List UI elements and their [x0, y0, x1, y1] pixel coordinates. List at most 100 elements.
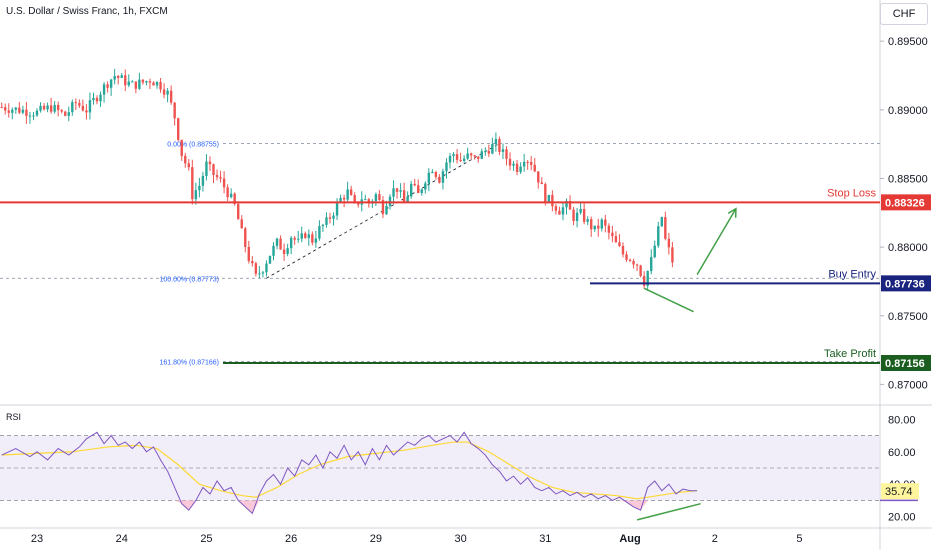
candle-body: [438, 176, 441, 183]
candle-body: [664, 217, 667, 239]
candle-body: [402, 190, 406, 203]
candle-body: [219, 177, 222, 179]
candle-body: [258, 273, 261, 275]
trade-level-value: 0.87156: [885, 358, 925, 370]
candle-body: [568, 200, 572, 210]
candle-body: [56, 104, 60, 111]
candle-body: [420, 189, 423, 193]
candle-body: [614, 236, 618, 243]
candle-body: [39, 105, 42, 111]
candle-body: [374, 194, 378, 202]
candle-body: [477, 156, 480, 159]
candle-body: [240, 219, 243, 229]
candle-body: [53, 104, 56, 112]
time-axis-label: 5: [796, 533, 802, 545]
candle-body: [657, 226, 660, 246]
candle-body: [184, 155, 187, 164]
candle-body: [113, 75, 116, 80]
candle-body: [328, 217, 332, 219]
candle-body: [635, 264, 639, 266]
candle-body: [575, 212, 579, 221]
trade-level-badge: [881, 194, 931, 211]
trade-level-value: 0.87736: [885, 278, 925, 290]
time-axis-label: 31: [539, 533, 551, 545]
candle-body: [544, 184, 547, 203]
candle-body: [275, 238, 279, 246]
candle-body: [254, 263, 258, 274]
candle-body: [159, 81, 162, 90]
candle-body: [491, 144, 494, 154]
candle-body: [42, 105, 46, 110]
candle-body: [282, 249, 286, 254]
candle-body: [618, 242, 621, 247]
candle-body: [342, 197, 346, 200]
candle-body: [318, 226, 321, 239]
candle-body: [551, 194, 554, 207]
candle-body: [222, 178, 226, 188]
candle-body: [138, 79, 141, 89]
candle-body: [169, 90, 173, 103]
candle-body: [413, 183, 416, 186]
candle-body: [49, 105, 53, 112]
candle-body: [604, 219, 607, 226]
candle-body: [14, 107, 18, 110]
candle-body: [650, 257, 653, 272]
fib-level-label: 100.00% (0.87773): [159, 276, 219, 283]
candle-body: [484, 151, 487, 153]
candle-body: [311, 234, 314, 243]
candle-body: [540, 182, 543, 185]
candle-body: [134, 81, 138, 89]
price-tick-label: 0.87000: [888, 379, 928, 391]
time-axis-label: 25: [200, 533, 212, 545]
candle-body: [452, 154, 455, 156]
candle-body: [607, 225, 611, 233]
candle-body: [547, 194, 551, 203]
candle-body: [60, 110, 63, 112]
candle-body: [434, 172, 438, 177]
candle-body: [102, 84, 106, 95]
candle-body: [646, 271, 649, 286]
candle-body: [261, 272, 265, 274]
candle-body: [346, 189, 349, 200]
trade-level-name: Take Profit: [824, 348, 876, 360]
price-tick-label: 0.89500: [888, 36, 928, 48]
candle-body: [148, 81, 152, 83]
time-axis-label: Aug: [619, 533, 640, 545]
candle-body: [579, 209, 582, 213]
candle-body: [459, 159, 462, 162]
candle-body: [498, 139, 501, 152]
chart-title: U.S. Dollar / Swiss Franc, 1h, FXCM: [6, 6, 168, 17]
candle-body: [208, 161, 212, 165]
candle-body: [307, 234, 311, 238]
candle-body: [293, 237, 296, 240]
candles-group: [0, 68, 674, 291]
currency-selector[interactable]: CHF: [880, 3, 928, 25]
candle-body: [431, 172, 434, 174]
trade-level-value: 0.88326: [885, 197, 925, 209]
candle-body: [519, 166, 522, 172]
candle-body: [4, 107, 7, 111]
candle-body: [152, 82, 155, 86]
candle-body: [537, 171, 540, 183]
candle-body: [21, 109, 25, 113]
rsi-value-text: 35.74: [885, 486, 913, 498]
candle-body: [561, 207, 565, 215]
candle-body: [660, 217, 664, 227]
candle-body: [35, 110, 39, 116]
candle-body: [71, 102, 74, 113]
candle-body: [530, 162, 533, 165]
candle-body: [586, 219, 589, 222]
candle-body: [424, 183, 427, 190]
candle-body: [120, 75, 123, 78]
candle-body: [611, 232, 614, 237]
candle-body: [512, 163, 515, 166]
price-tick-label: 0.88500: [888, 173, 928, 185]
candle-body: [67, 112, 70, 116]
divergence-trendline: [643, 287, 694, 313]
candle-body: [124, 75, 127, 86]
candle-body: [229, 193, 233, 198]
time-axis-label: 2: [712, 533, 718, 545]
candle-body: [268, 255, 272, 264]
candle-body: [582, 209, 586, 222]
